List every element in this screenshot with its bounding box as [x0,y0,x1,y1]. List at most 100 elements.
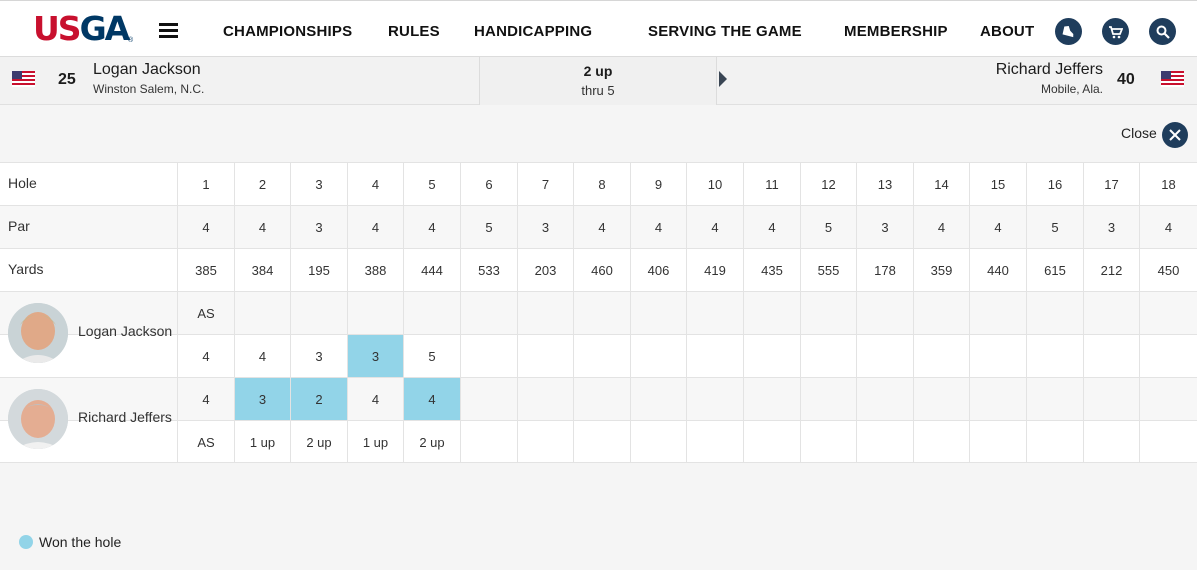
hole-number-cell: 8 [574,163,631,205]
close-label[interactable]: Close [1121,125,1157,141]
close-icon[interactable] [1162,122,1188,148]
player2-score-cell [744,378,801,420]
par-row-label: Par [0,206,178,248]
player2-score-cell: 4 [178,378,235,420]
player1-score-cell [744,335,801,377]
match-status-cell [1027,292,1084,334]
match-status-cell [744,421,801,463]
yards-cell: 555 [801,249,857,291]
legend-won-swatch [19,535,33,549]
match-status-cell [914,421,970,463]
match-header: 25 Logan Jackson Winston Salem, N.C. 2 u… [0,57,1197,105]
match-status-cell [518,292,574,334]
yards-cell: 212 [1084,249,1140,291]
player2-score-cell [1084,378,1140,420]
player2-location: Mobile, Ala. [1040,82,1103,96]
player2-score-cell [801,378,857,420]
par-cell: 4 [235,206,291,248]
player1-score-cell [857,335,914,377]
player1-score-cell [574,335,631,377]
player2-score-cell [631,378,687,420]
player1-name[interactable]: Logan Jackson [93,61,201,78]
match-status: 2 up thru 5 [479,57,717,105]
par-cell: 4 [178,206,235,248]
match-status-cell [1140,421,1197,463]
caret-right-icon[interactable] [719,71,727,87]
player2-score-cell [1140,378,1197,420]
match-status-cell [404,292,461,334]
us-flag-icon [12,71,35,87]
player2-name[interactable]: Richard Jeffers [995,61,1103,78]
hole-number-cell: 1 [178,163,235,205]
player2-avatar [8,389,68,449]
player2-label[interactable]: Richard Jeffers [78,409,172,425]
par-cell: 3 [291,206,348,248]
player2-seed: 40 [1117,71,1135,88]
us-flag-icon [1161,71,1184,87]
par-cell: 4 [914,206,970,248]
player1-score-cell [1140,335,1197,377]
player1-score-cell [970,335,1027,377]
player1-score-cell: 3 [348,335,404,377]
match-status-cell: 1 up [235,421,291,463]
match-status-cell [1084,421,1140,463]
match-status-cell: 1 up [348,421,404,463]
hole-row: Hole 1 2 3 4 5 6 7 8 9 10 11 12 13 14 15 16 17 18 [0,162,1197,205]
nav-serving-the-game[interactable]: SERVING THE GAME [648,23,802,40]
player2-score-cell [518,378,574,420]
hole-number-cell: 13 [857,163,914,205]
hole-number-cell: 6 [461,163,518,205]
hamburger-menu-icon[interactable] [159,23,178,38]
hole-number-cell: 7 [518,163,574,205]
player2-score-cell [914,378,970,420]
hole-number-cell: 3 [291,163,348,205]
hole-row-label: Hole [0,163,178,205]
yards-row: Yards 385 384 195 388 444 533 203 460 406 419 435 5… [0,248,1197,291]
match-status-cell [461,421,518,463]
match-status-cell [461,292,518,334]
hole-number-cell: 16 [1027,163,1084,205]
match-status-cell [348,292,404,334]
hole-number-cell: 12 [801,163,857,205]
par-cell: 4 [1164,220,1173,235]
match-status-margin: 2 up [583,63,613,79]
search-icon[interactable] [1149,18,1176,45]
match-status-cell [574,421,631,463]
nav-championships[interactable]: CHAMPIONSHIPS [223,23,353,40]
yards-cell: 203 [518,249,574,291]
match-status-cell [574,292,631,334]
par-cell: 4 [970,206,1027,248]
usga-logo[interactable]: USGA [33,9,130,48]
yards-cell: 406 [631,249,687,291]
match-status-cell [801,421,857,463]
player1-label[interactable]: Logan Jackson [78,323,173,339]
match-status-cell [970,421,1027,463]
player2-score-cell [574,378,631,420]
par-cell: 4 [348,206,404,248]
nav-membership[interactable]: MEMBERSHIP [844,23,948,40]
player2-score-cell: 4 [404,378,461,420]
match-status-thru: thru 5 [581,83,615,98]
shoe-icon[interactable] [1055,18,1082,45]
nav-about[interactable]: ABOUT [980,23,1035,40]
yards-cell: 419 [687,249,744,291]
top-navigation: USGA ® CHAMPIONSHIPS RULES HANDICAPPING … [0,0,1197,57]
yards-cell: 385 [178,249,235,291]
player1-score-cell [1084,335,1140,377]
yards-cell: 533 [461,249,518,291]
hole-number-cell: 15 [970,163,1027,205]
yards-cell: 195 [291,249,348,291]
player1-location: Winston Salem, N.C. [93,82,205,96]
hole-number-cell: 9 [631,163,687,205]
player2-score-cell: 4 [348,378,404,420]
match-status-cell: 2 up [291,421,348,463]
cart-icon[interactable] [1102,18,1129,45]
player1-score-cell: 4 [235,335,291,377]
player2-score-cell: 2 [291,378,348,420]
player1-block: Logan Jackson [0,291,178,377]
par-cell: 5 [1027,206,1084,248]
nav-handicapping[interactable]: HANDICAPPING [474,23,593,40]
nav-rules[interactable]: RULES [388,23,440,40]
match-status-cell: AS [178,292,235,334]
